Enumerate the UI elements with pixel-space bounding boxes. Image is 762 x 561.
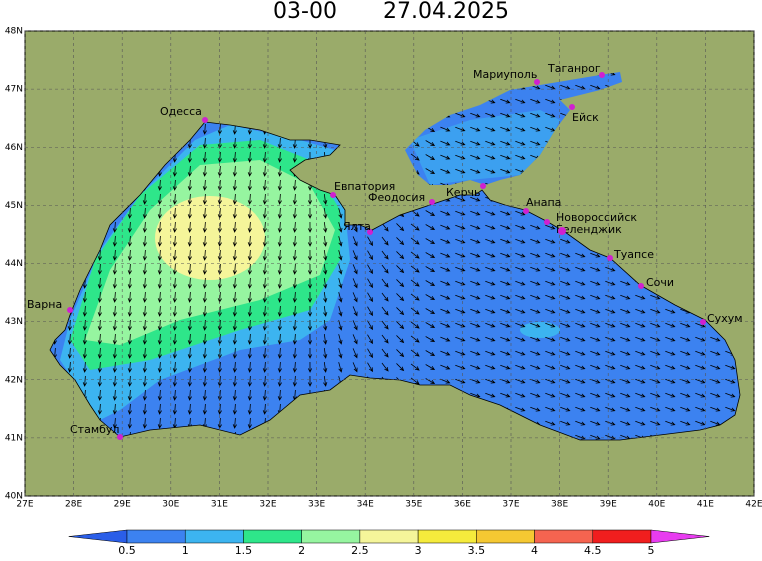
colorbar-box	[592, 529, 652, 544]
city-label: Одесса	[160, 105, 202, 118]
x-tick-label: 39E	[600, 500, 617, 510]
colorbar-box	[301, 529, 361, 544]
city-dot	[330, 192, 336, 198]
title-date: 27.04.2025	[383, 0, 509, 24]
city-dot	[117, 434, 123, 440]
y-tick-label: 45N	[5, 201, 23, 211]
title-time: 03-00	[273, 0, 337, 24]
x-tick-label: 32E	[259, 500, 276, 510]
colorbar-label: 2	[298, 544, 305, 557]
x-tick-label: 38E	[551, 500, 568, 510]
colorbar-box	[243, 529, 302, 544]
y-tick-label: 43N	[5, 317, 23, 327]
wave-zone	[520, 322, 560, 338]
city-dot	[607, 255, 613, 261]
colorbar-box	[417, 529, 477, 544]
city-label: Ялта	[343, 220, 371, 233]
city-label: Туапсе	[613, 248, 654, 261]
x-tick-label: 33E	[308, 500, 325, 510]
wave-zone	[155, 196, 265, 280]
x-tick-label: 31E	[211, 500, 228, 510]
x-tick-label: 36E	[454, 500, 471, 510]
x-tick-label: 30E	[162, 500, 179, 510]
city-label: Стамбул	[70, 423, 119, 436]
city-dot	[367, 229, 373, 235]
city-label: Керчь	[446, 186, 481, 199]
city-dot	[202, 117, 208, 123]
colorbar-label: 4.5	[584, 544, 602, 557]
y-tick-label: 40N	[5, 492, 23, 502]
city-label: Новороссийск	[556, 211, 637, 224]
city-dot	[429, 199, 435, 205]
x-tick-label: 29E	[114, 500, 131, 510]
colorbar-label: 2.5	[351, 544, 369, 557]
colorbar-arrow	[68, 529, 128, 544]
y-tick-label: 46N	[5, 143, 23, 153]
x-tick-label: 35E	[405, 500, 422, 510]
city-dot	[544, 219, 550, 225]
city-dot	[700, 319, 706, 325]
x-tick-label: 34E	[357, 500, 374, 510]
city-dot	[558, 227, 566, 235]
city-label: Варна	[27, 298, 62, 311]
city-label: Евпатория	[334, 180, 395, 193]
colorbar-label: 4	[531, 544, 538, 557]
city-dot	[480, 183, 486, 189]
x-tick-label: 40E	[648, 500, 665, 510]
colorbar-label: 1.5	[235, 544, 253, 557]
colorbar-label: 5	[648, 544, 655, 557]
grid: 27E 28E 29E 30E 31E 32E 33E 34E 35E 36E 37E 38E 39E 4…	[5, 27, 762, 510]
colorbar-label: 3	[415, 544, 422, 557]
city-label: Таганрог	[547, 62, 601, 75]
city-dot	[523, 208, 529, 214]
colorbar-label: 1	[182, 544, 189, 557]
city-label: Феодосия	[368, 191, 425, 204]
colorbar-box	[126, 529, 186, 544]
city-label: Сухум	[707, 312, 743, 325]
colorbar-box	[476, 529, 535, 544]
x-tick-label: 27E	[16, 500, 33, 510]
colorbar-label: 3.5	[468, 544, 486, 557]
y-tick-label: 44N	[5, 259, 23, 269]
x-tick-label: 37E	[502, 500, 519, 510]
city-dot	[638, 283, 644, 289]
x-tick-label: 42E	[745, 500, 762, 510]
city-dot	[534, 79, 540, 85]
colorbar-box	[184, 529, 244, 544]
colorbar-arrow	[650, 529, 710, 544]
city-label: Сочи	[646, 276, 674, 289]
city-dot	[67, 307, 73, 313]
city-label: Ейск	[572, 111, 599, 124]
cities: Одесса Мариуполь Таганрог Ейск Евпатория…	[27, 62, 743, 440]
city-label: Анапа	[526, 196, 561, 209]
colorbar-box	[359, 529, 419, 544]
x-tick-label: 41E	[697, 500, 714, 510]
city-dot	[599, 72, 605, 78]
y-tick-label: 48N	[5, 27, 23, 37]
colorbar-label: 0.5	[118, 544, 136, 557]
colorbar: 0.5 1 1.5 2 2.5 3 3.5 4 4.5 5	[68, 529, 710, 557]
x-tick-label: 28E	[65, 500, 82, 510]
y-tick-label: 47N	[5, 85, 23, 95]
city-dot	[569, 104, 575, 110]
y-tick-label: 42N	[5, 375, 23, 385]
city-label: Геленджик	[556, 223, 622, 236]
y-tick-label: 41N	[5, 433, 23, 443]
city-label: Мариуполь	[473, 68, 537, 81]
colorbar-box	[534, 529, 594, 544]
